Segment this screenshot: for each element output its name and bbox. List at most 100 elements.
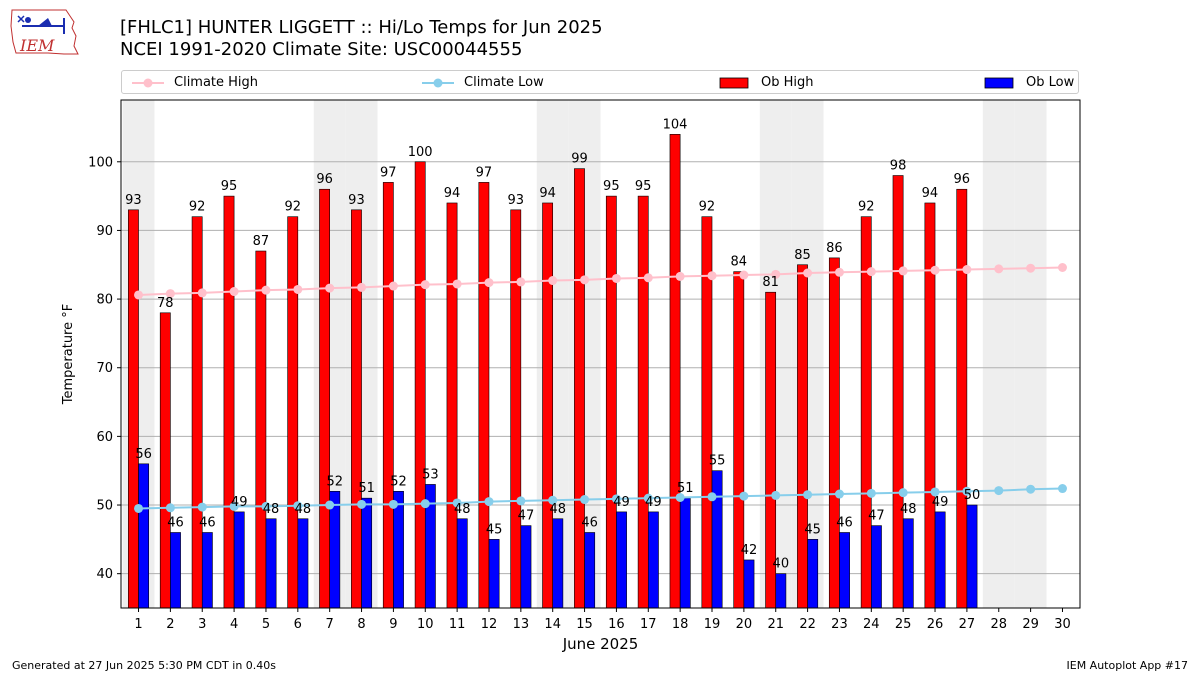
- ob-high-label: 98: [890, 159, 907, 174]
- ob-high-bar: [351, 209, 362, 609]
- climate-high-point: [357, 282, 367, 292]
- ob-low-bar: [456, 518, 468, 609]
- ob-low-label: 55: [709, 454, 726, 469]
- ob-high-label: 86: [826, 241, 843, 256]
- legend-label-ob-low: Ob Low: [1026, 75, 1075, 90]
- x-tick-label: 6: [294, 617, 302, 632]
- ob-low-label: 46: [836, 515, 853, 530]
- climate-low-point: [1057, 484, 1067, 494]
- legend-label-ob-high: Ob High: [761, 75, 814, 90]
- climate-low-point: [420, 499, 430, 509]
- climate-low-point: [834, 489, 844, 499]
- climate-low-point: [771, 490, 781, 500]
- climate-high-point: [197, 288, 207, 298]
- climate-low-point: [261, 501, 271, 511]
- x-tick-label: 24: [863, 617, 880, 632]
- ob-low-label: 48: [900, 502, 917, 517]
- y-axis-label: Temperature °F: [61, 304, 76, 405]
- climate-low-point: [994, 486, 1004, 496]
- y-tick-label: 50: [96, 499, 113, 514]
- climate-high-point: [707, 271, 717, 281]
- ob-low-bar: [138, 463, 150, 609]
- climate-low-point: [898, 488, 908, 498]
- chart-title: [FHLC1] HUNTER LIGGETT :: Hi/Lo Temps fo…: [120, 17, 603, 38]
- climate-low-point: [707, 492, 717, 502]
- ob-high-bar: [446, 202, 458, 609]
- ob-low-label: 52: [327, 474, 344, 489]
- iem-logo-text: IEM: [19, 36, 55, 55]
- iem-logo: IEM: [10, 9, 79, 55]
- climate-high-point: [930, 265, 940, 275]
- x-tick-label: 28: [990, 617, 1007, 632]
- x-tick-label: 25: [895, 617, 912, 632]
- climate-low-point: [134, 503, 144, 513]
- climate-low-point: [1026, 484, 1036, 494]
- climate-high-point: [261, 285, 271, 295]
- climate-high-point: [484, 278, 494, 288]
- ob-high-bar: [797, 264, 808, 609]
- ob-low-label: 48: [295, 502, 312, 517]
- ob-low-label: 49: [231, 495, 248, 510]
- ob-high-bar: [637, 195, 649, 609]
- ob-low-label: 48: [263, 502, 280, 517]
- x-tick-label: 27: [959, 617, 976, 632]
- ob-low-label: 50: [964, 488, 981, 503]
- ob-high-label: 104: [663, 117, 688, 132]
- x-tick-label: 4: [230, 617, 238, 632]
- climate-high-line-icon: [132, 78, 164, 88]
- ob-low-label: 40: [773, 557, 790, 572]
- x-tick-label: 22: [799, 617, 816, 632]
- weekend-shade: [982, 100, 1015, 608]
- ob-high-label: 97: [380, 165, 397, 180]
- x-axis-label: June 2025: [562, 635, 639, 653]
- ob-low-bar: [393, 490, 404, 609]
- x-tick-label: 30: [1054, 617, 1071, 632]
- legend-label-climate-low: Climate Low: [464, 75, 544, 90]
- ob-high-bar: [478, 182, 490, 609]
- x-tick-label: 14: [544, 617, 561, 632]
- ob-high-label: 100: [408, 145, 433, 160]
- climate-high-point: [675, 271, 685, 281]
- ob-low-bar: [807, 539, 819, 609]
- climate-low-point: [165, 503, 175, 513]
- climate-low-point: [803, 490, 813, 500]
- ob-high-label: 92: [189, 200, 206, 215]
- climate-low-point: [580, 495, 590, 505]
- climate-high-point: [388, 281, 398, 291]
- climate-high-point: [994, 264, 1004, 274]
- x-tick-label: 8: [357, 617, 365, 632]
- ob-low-bar: [297, 518, 309, 609]
- ob-low-label: 53: [422, 467, 439, 482]
- ob-high-label: 92: [284, 200, 301, 215]
- ob-low-bar: [520, 525, 532, 609]
- ob-high-label: 96: [316, 172, 333, 187]
- climate-low-point: [962, 486, 972, 496]
- ob-low-bar: [743, 559, 755, 609]
- y-tick-label: 80: [96, 293, 113, 308]
- climate-low-point: [930, 487, 940, 497]
- ob-high-swatch-icon: [719, 77, 749, 89]
- legend-label-climate-high: Climate High: [174, 75, 259, 90]
- x-tick-label: 17: [640, 617, 657, 632]
- x-tick-label: 2: [166, 617, 174, 632]
- x-tick-label: 19: [704, 617, 721, 632]
- ob-low-bar: [775, 573, 787, 609]
- climate-low-point: [611, 494, 621, 504]
- climate-low-point: [293, 501, 303, 511]
- y-tick-label: 60: [96, 430, 113, 445]
- climate-low-point: [325, 500, 335, 510]
- ob-low-bar: [361, 497, 373, 609]
- footer-generated: Generated at 27 Jun 2025 5:30 PM CDT in …: [12, 659, 277, 672]
- ob-high-bar: [892, 175, 904, 609]
- ob-high-label: 92: [699, 200, 716, 215]
- ob-low-bar: [839, 532, 850, 609]
- x-tick-label: 26: [927, 617, 944, 632]
- x-tick-label: 7: [326, 617, 334, 632]
- ob-high-label: 94: [444, 186, 461, 201]
- ob-low-label: 47: [868, 509, 885, 524]
- ob-high-bar: [223, 195, 235, 609]
- ob-low-bar: [552, 518, 564, 609]
- ob-low-bar: [934, 511, 946, 609]
- ob-high-label: 93: [507, 193, 524, 208]
- legend: Climate High Climate Low Ob High Ob Low: [121, 70, 1079, 94]
